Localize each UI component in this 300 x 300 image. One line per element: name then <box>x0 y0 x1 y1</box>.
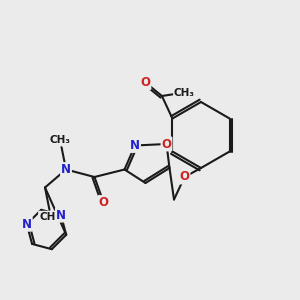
Text: N: N <box>61 163 71 176</box>
Text: CH₃: CH₃ <box>174 88 195 98</box>
Text: O: O <box>98 196 109 209</box>
Text: N: N <box>22 218 32 231</box>
Text: CH₃: CH₃ <box>50 135 70 146</box>
Text: O: O <box>140 76 150 89</box>
Text: N: N <box>130 139 140 152</box>
Text: N: N <box>56 208 66 222</box>
Text: O: O <box>179 170 190 184</box>
Text: CH₃: CH₃ <box>39 212 60 222</box>
Text: O: O <box>161 137 172 151</box>
